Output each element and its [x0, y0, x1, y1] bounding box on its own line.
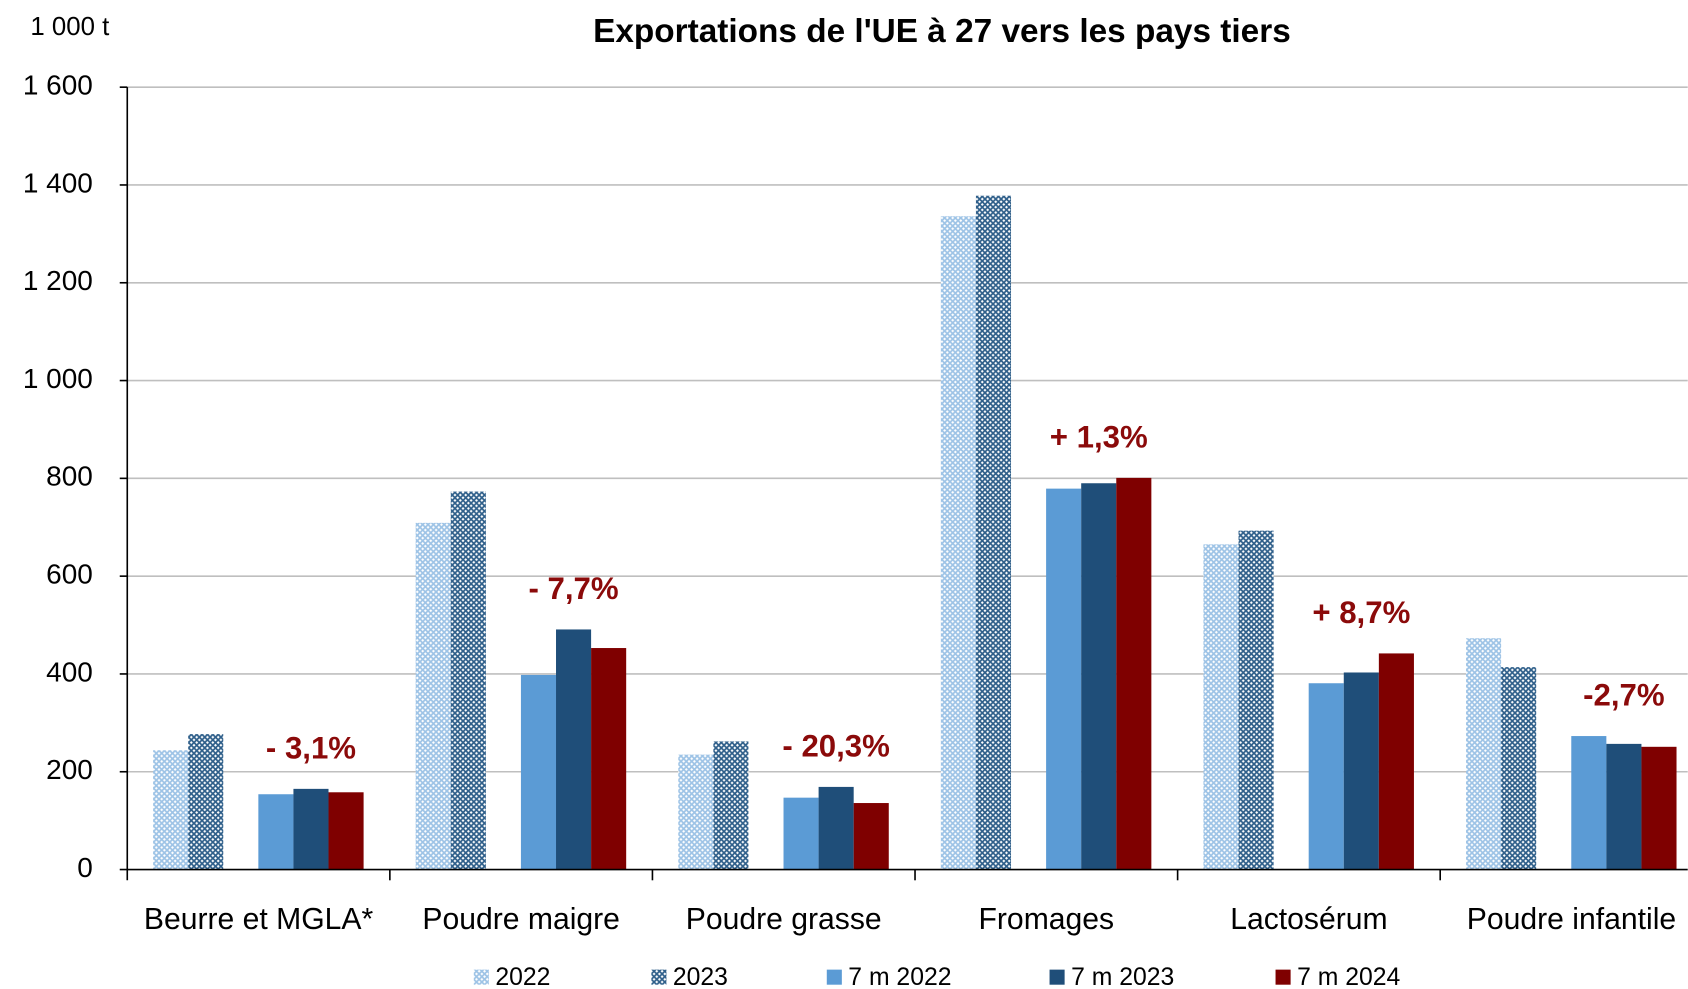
y-tick-label: 400 — [46, 656, 93, 687]
y-tick-label: 1 600 — [23, 70, 93, 101]
legend-label: 2022 — [495, 964, 550, 989]
bar — [1308, 683, 1344, 870]
y-tick-label: 200 — [46, 754, 93, 785]
annotation: - 7,7% — [528, 571, 618, 606]
legend-label: 7 m 2024 — [1297, 964, 1400, 989]
bar — [1343, 672, 1379, 870]
legend-label: 2023 — [673, 964, 728, 989]
bar — [1501, 667, 1537, 870]
bar — [1571, 736, 1607, 870]
bar — [188, 734, 224, 870]
bar — [328, 792, 364, 870]
legend-label: 7 m 2022 — [848, 964, 951, 989]
y-tick-label: 1 000 — [23, 363, 93, 394]
bar — [1466, 638, 1502, 870]
y-tick-label: 1 400 — [23, 167, 93, 198]
bar — [520, 674, 557, 870]
bar — [415, 522, 451, 870]
bar — [853, 803, 889, 870]
annotation: + 1,3% — [1050, 419, 1148, 454]
bar — [1378, 653, 1414, 870]
legend-swatch — [1275, 969, 1291, 985]
annotation: + 8,7% — [1312, 595, 1410, 630]
y-tick-label: 0 — [77, 852, 93, 883]
annotation: - 3,1% — [266, 730, 356, 765]
x-tick-label: Poudre infantile — [1467, 903, 1676, 936]
legend-swatch — [1049, 969, 1065, 985]
bar — [153, 750, 189, 870]
y-tick-label: 1 200 — [23, 265, 93, 296]
legend-swatch — [473, 969, 489, 985]
bar — [1116, 477, 1152, 870]
x-tick-label: Poudre maigre — [422, 903, 620, 936]
bar — [1046, 488, 1082, 870]
y-tick-label: 800 — [46, 461, 93, 492]
x-tick-label: Poudre grasse — [686, 903, 882, 936]
bar — [1641, 746, 1677, 870]
annotation: - 20,3% — [782, 728, 889, 763]
y-tick-label: 600 — [46, 559, 93, 590]
y-unit-label: 1 000 t — [30, 13, 109, 41]
bar — [1238, 530, 1274, 870]
legend-swatch — [826, 969, 842, 985]
legend-swatch — [651, 969, 667, 985]
legend-label: 7 m 2023 — [1071, 964, 1174, 989]
bar — [293, 788, 329, 870]
bar — [940, 216, 976, 870]
x-tick-label: Beurre et MGLA* — [144, 903, 374, 936]
bar — [450, 491, 486, 870]
chart-title: Exportations de l'UE à 27 vers les pays … — [593, 13, 1291, 50]
bar — [678, 754, 714, 870]
annotation: -2,7% — [1583, 678, 1664, 713]
bar — [975, 195, 1012, 870]
bar — [1081, 483, 1117, 870]
bar — [713, 741, 749, 870]
bar — [556, 629, 592, 870]
bar — [818, 786, 854, 870]
bar — [1606, 743, 1642, 870]
bar — [591, 648, 627, 870]
bar — [1203, 544, 1239, 870]
bar — [258, 794, 294, 870]
x-tick-label: Fromages — [979, 903, 1115, 936]
bar — [783, 797, 819, 870]
x-tick-label: Lactosérum — [1230, 903, 1387, 936]
